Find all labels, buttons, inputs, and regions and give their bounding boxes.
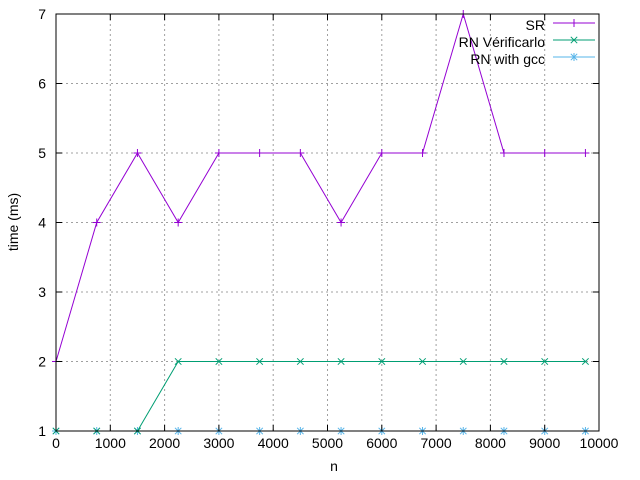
data-point-sr — [418, 149, 427, 157]
data-point-rn-v-rificarlo-stroke — [459, 357, 467, 366]
legend-item-rn-v-rificarlo: RN Vérificarlo — [459, 34, 595, 50]
data-point-rn-v-rificarlo-stroke — [296, 357, 304, 366]
y-tick-label: 1 — [38, 423, 46, 439]
data-point-sr — [133, 149, 142, 157]
grid — [56, 14, 599, 431]
data-point-sr — [540, 149, 549, 157]
x-tick-label: 1000 — [95, 435, 126, 451]
x-tick-label: 9000 — [529, 435, 560, 451]
x-tick-label: 8000 — [475, 435, 506, 451]
data-point-sr — [581, 149, 590, 157]
data-point-rn-v-rificarlo-stroke — [418, 357, 427, 366]
data-point-rn-v-rificarlo — [296, 357, 304, 366]
series-rn-v-rificarlo — [52, 357, 589, 435]
legend-item-rn-with-gcc: RN with gcc — [470, 51, 595, 67]
legend-marker-rn-with-gcc-stroke — [570, 53, 578, 61]
x-tick-label: 7000 — [421, 435, 452, 451]
legend-marker-sr — [570, 19, 578, 27]
data-point-rn-v-rificarlo — [500, 357, 508, 366]
data-point-rn-v-rificarlo — [459, 357, 467, 366]
data-point-rn-v-rificarlo-stroke — [337, 357, 345, 366]
data-point-rn-v-rificarlo — [174, 357, 182, 366]
data-point-rn-v-rificarlo — [541, 357, 549, 366]
data-point-rn-v-rificarlo — [215, 357, 223, 366]
data-point-sr — [337, 218, 346, 227]
series-line-sr — [55, 12, 586, 362]
legend-marker-rn-v-rificarlo-stroke — [570, 36, 578, 44]
x-tick-label: 6000 — [366, 435, 397, 451]
data-point-rn-v-rificarlo-stroke — [215, 357, 223, 366]
legend-label-rn-with-gcc: RN with gcc — [470, 51, 545, 67]
data-point-sr — [296, 149, 305, 157]
data-point-sr — [92, 218, 101, 227]
x-tick-label: 4000 — [258, 435, 289, 451]
data-point-rn-v-rificarlo-stroke — [500, 357, 508, 366]
x-tick-label: 2000 — [149, 435, 180, 451]
x-axis-label: n — [330, 458, 338, 474]
data-point-rn-v-rificarlo-stroke — [581, 357, 589, 366]
legend-item-sr: SR — [526, 17, 595, 33]
y-tick-label: 2 — [38, 354, 46, 370]
data-point-rn-v-rificarlo-stroke — [541, 357, 549, 366]
data-point-sr — [255, 149, 264, 157]
data-point-rn-v-rificarlo-stroke — [174, 357, 182, 366]
x-tick-label: 5000 — [312, 435, 343, 451]
x-tick-label: 0 — [52, 435, 60, 451]
legend-marker-rn-with-gcc — [570, 53, 578, 61]
y-tick-label: 5 — [38, 145, 46, 161]
y-tick-label: 4 — [38, 215, 46, 231]
data-point-sr — [214, 149, 223, 157]
axis-ticks: 0 1000 2000 3000 4000 5000 6000 7000 8000 9000 100… — [38, 6, 618, 451]
y-axis-label: time (ms) — [5, 193, 21, 251]
x-tick-label: 3000 — [203, 435, 234, 451]
data-point-rn-v-rificarlo — [418, 357, 427, 366]
legend-label-sr: SR — [526, 17, 545, 33]
x-tick-label: 10000 — [580, 435, 619, 451]
data-point-sr — [174, 218, 183, 227]
legend-marker-rn-v-rificarlo — [570, 36, 578, 44]
legend-label-rn-v-rificarlo: RN Vérificarlo — [459, 34, 546, 50]
series-line-rn-v-rificarlo — [56, 361, 586, 432]
data-point-rn-v-rificarlo-stroke — [256, 357, 264, 366]
data-point-rn-v-rificarlo — [256, 357, 264, 366]
y-tick-label: 6 — [38, 76, 46, 92]
data-point-rn-v-rificarlo-stroke — [378, 357, 386, 366]
data-point-rn-v-rificarlo — [337, 357, 345, 366]
data-point-sr — [499, 149, 508, 157]
data-point-rn-v-rificarlo — [378, 357, 386, 366]
y-tick-label: 7 — [38, 6, 46, 22]
data-point-sr — [377, 149, 386, 157]
y-tick-label: 3 — [38, 284, 46, 300]
data-point-rn-v-rificarlo — [581, 357, 589, 366]
